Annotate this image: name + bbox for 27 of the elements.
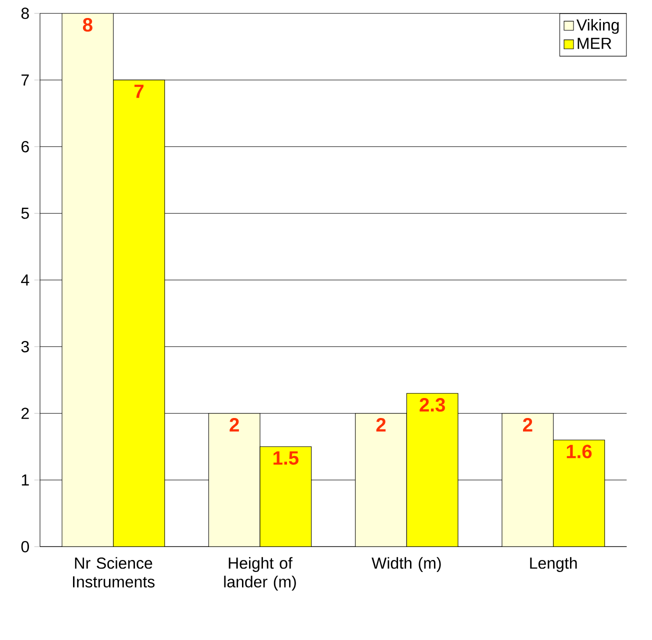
bar — [553, 440, 605, 547]
y-tick-label: 4 — [21, 274, 30, 286]
legend-label: MER — [578, 38, 612, 49]
y-tick-label: 6 — [22, 141, 29, 152]
y-tick-label: 8 — [21, 8, 29, 19]
x-tick-label: Width (m) — [372, 557, 441, 572]
y-tick-label: 5 — [21, 208, 29, 219]
y-tick-label: 2 — [22, 408, 29, 419]
data-label: 1.6 — [566, 444, 592, 458]
legend-label: Viking — [576, 18, 619, 34]
data-label: 2.3 — [420, 398, 445, 412]
x-tick-label: Length — [530, 557, 577, 572]
x-tick-label: Nr Science Instruments — [73, 557, 155, 588]
y-tick-label: 1 — [22, 474, 29, 486]
data-label: 7 — [134, 84, 144, 98]
bar — [406, 393, 458, 547]
bar — [260, 446, 312, 547]
data-label: 2 — [376, 418, 386, 432]
data-label: 8 — [82, 18, 92, 32]
x-tick-label: Height of lander (m) — [224, 557, 296, 591]
y-tick-label: 0 — [21, 541, 29, 552]
data-label: 2 — [230, 418, 239, 432]
y-tick-label: 3 — [21, 341, 29, 352]
bar — [113, 80, 165, 547]
data-label: 2 — [523, 418, 532, 432]
y-tick-label: 7 — [22, 74, 29, 86]
data-label: 1.5 — [274, 451, 298, 465]
